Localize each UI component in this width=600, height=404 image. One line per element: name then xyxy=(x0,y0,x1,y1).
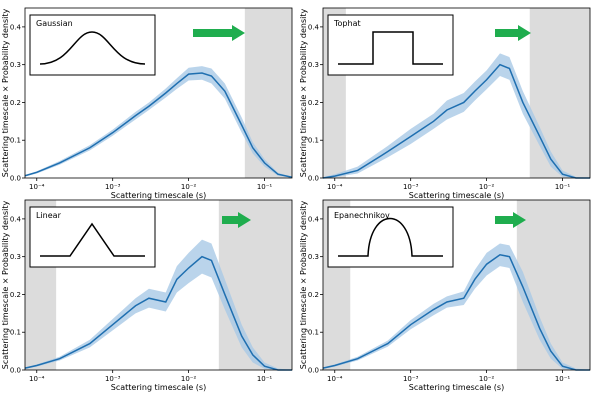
y-tick-label: 0.3 xyxy=(10,61,21,69)
kernel-label: Gaussian xyxy=(36,19,73,28)
x-tick-label: 10⁻⁴ xyxy=(327,375,343,383)
y-tick-label: 0.0 xyxy=(308,367,319,375)
kernel-shape xyxy=(338,217,443,257)
axes-frame xyxy=(24,199,293,371)
y-tick-label: 0.2 xyxy=(308,291,319,299)
inset-box xyxy=(29,14,156,76)
x-tick-label: 10⁻¹ xyxy=(257,375,273,383)
x-tick-label: 10⁻² xyxy=(181,375,197,383)
line xyxy=(24,255,292,371)
y-tick-label: 0.3 xyxy=(308,61,319,69)
shaded-span xyxy=(529,8,590,178)
y-tick-label: 0.4 xyxy=(10,215,22,223)
kernel-label: Linear xyxy=(36,211,62,220)
y-tick-label: 0.3 xyxy=(308,253,319,261)
arrow xyxy=(193,25,245,41)
inset-box xyxy=(327,206,454,268)
y-tick-label: 0.1 xyxy=(308,137,319,145)
shaded-span xyxy=(244,8,292,178)
x-tick-label: 10⁻⁴ xyxy=(29,375,45,383)
axes-frame xyxy=(322,7,591,179)
y-tick-label: 0.1 xyxy=(10,329,21,337)
shaded-span xyxy=(516,200,590,370)
x-tick-label: 10⁻⁴ xyxy=(327,183,343,191)
panel: 0.0 0.1 0.2 0.3 0.4 10⁻⁴ 10⁻³ 10⁻² 10⁻¹ Scatterin… xyxy=(299,199,591,392)
x-tick-label: 10⁻³ xyxy=(105,183,121,191)
confidence-band xyxy=(323,53,590,179)
line xyxy=(322,253,590,371)
arrow xyxy=(495,25,531,41)
x-tick-label: 10⁻¹ xyxy=(257,183,273,191)
y-tick-label: 0.2 xyxy=(308,99,319,107)
inset-box xyxy=(29,206,156,268)
x-tick-label: 10⁻³ xyxy=(403,375,419,383)
panel: 0.0 0.1 0.2 0.3 0.4 10⁻⁴ 10⁻³ 10⁻² 10⁻¹ Scatterin… xyxy=(1,7,293,200)
axes-frame xyxy=(24,7,293,179)
panel: 0.0 0.1 0.2 0.3 0.4 10⁻⁴ 10⁻³ 10⁻² 10⁻¹ Scatterin… xyxy=(1,199,293,392)
y-tick-label: 0.0 xyxy=(10,367,21,375)
y-tick-label: 0.0 xyxy=(10,175,21,183)
y-tick-label: 0.0 xyxy=(308,175,319,183)
y-tick-label: 0.4 xyxy=(308,215,320,223)
confidence-band xyxy=(25,239,292,370)
x-tick-label: 10⁻¹ xyxy=(555,183,571,191)
x-tick-label: 10⁻³ xyxy=(105,375,121,383)
kernel-shape xyxy=(40,222,145,257)
kernel-shape xyxy=(338,31,443,65)
x-tick-label: 10⁻¹ xyxy=(555,375,571,383)
x-tick-label: 10⁻³ xyxy=(403,183,419,191)
confidence-band xyxy=(323,243,590,370)
axes-frame xyxy=(322,199,591,371)
arrow xyxy=(222,212,251,228)
x-axis-label: Scattering timescale (s) xyxy=(111,191,206,200)
y-axis-label: Scattering timescale × Probability densi… xyxy=(299,201,308,370)
arrow xyxy=(495,212,526,228)
x-tick-label: 10⁻² xyxy=(181,183,197,191)
y-tick-label: 0.1 xyxy=(308,329,319,337)
shaded-span xyxy=(218,200,292,370)
kernel-shape xyxy=(39,31,146,65)
panel: 0.0 0.1 0.2 0.3 0.4 10⁻⁴ 10⁻³ 10⁻² 10⁻¹ Scatterin… xyxy=(299,7,591,200)
kernel-label: Tophat xyxy=(333,19,361,28)
x-axis-label: Scattering timescale (s) xyxy=(409,191,504,200)
y-tick-label: 0.1 xyxy=(10,137,21,145)
y-tick-label: 0.4 xyxy=(308,23,320,31)
x-tick-label: 10⁻² xyxy=(479,183,495,191)
x-tick-label: 10⁻⁴ xyxy=(29,183,45,191)
y-axis-label: Scattering timescale × Probability densi… xyxy=(1,201,10,370)
kernel-label: Epanechnikov xyxy=(334,211,390,220)
y-tick-label: 0.2 xyxy=(10,291,21,299)
x-axis-label: Scattering timescale (s) xyxy=(409,383,504,392)
inset-box xyxy=(327,14,454,76)
line xyxy=(322,63,590,179)
y-axis-label: Scattering timescale × Probability densi… xyxy=(299,9,308,178)
y-tick-label: 0.2 xyxy=(10,99,21,107)
y-axis-label: Scattering timescale × Probability densi… xyxy=(1,9,10,178)
line xyxy=(24,72,293,178)
confidence-band xyxy=(25,66,292,178)
x-axis-label: Scattering timescale (s) xyxy=(111,383,206,392)
x-tick-label: 10⁻² xyxy=(479,375,495,383)
y-tick-label: 0.3 xyxy=(10,253,21,261)
y-tick-label: 0.4 xyxy=(10,23,22,31)
